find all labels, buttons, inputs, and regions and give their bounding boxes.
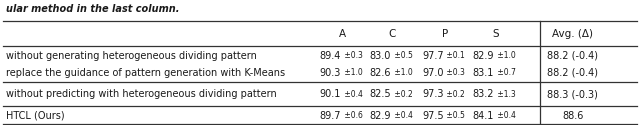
Text: 83.2: 83.2 xyxy=(472,89,494,99)
Text: 82.6: 82.6 xyxy=(369,68,391,78)
Text: 89.7: 89.7 xyxy=(319,111,341,121)
Text: ±0.5: ±0.5 xyxy=(392,51,413,60)
Text: 82.9: 82.9 xyxy=(472,51,494,61)
Text: 88.6: 88.6 xyxy=(562,111,584,121)
Text: ±1.0: ±1.0 xyxy=(392,68,412,77)
Text: 88.2 (-0.4): 88.2 (-0.4) xyxy=(547,68,598,78)
Text: 90.3: 90.3 xyxy=(320,68,341,78)
Text: ±1.3: ±1.3 xyxy=(495,90,515,99)
Text: ±0.2: ±0.2 xyxy=(392,90,412,99)
Text: replace the guidance of pattern generation with K-Means: replace the guidance of pattern generati… xyxy=(6,68,285,78)
Text: 82.9: 82.9 xyxy=(369,111,391,121)
Text: C: C xyxy=(388,29,396,39)
Text: 97.3: 97.3 xyxy=(422,89,444,99)
Text: 84.1: 84.1 xyxy=(473,111,494,121)
Text: 97.0: 97.0 xyxy=(422,68,444,78)
Text: 97.7: 97.7 xyxy=(422,51,444,61)
Text: 82.5: 82.5 xyxy=(369,89,391,99)
Text: 88.3 (-0.3): 88.3 (-0.3) xyxy=(547,89,598,99)
Text: ±0.5: ±0.5 xyxy=(444,111,465,120)
Text: ±0.4: ±0.4 xyxy=(495,111,516,120)
Text: ±0.6: ±0.6 xyxy=(342,111,363,120)
Text: HTCL (Ours): HTCL (Ours) xyxy=(6,111,65,121)
Text: ±1.0: ±1.0 xyxy=(342,68,362,77)
Text: ±0.4: ±0.4 xyxy=(342,90,363,99)
Text: 90.1: 90.1 xyxy=(320,89,341,99)
Text: 88.2 (-0.4): 88.2 (-0.4) xyxy=(547,51,598,61)
Text: ±0.2: ±0.2 xyxy=(444,90,465,99)
Text: ular method in the last column.: ular method in the last column. xyxy=(6,4,180,14)
Text: S: S xyxy=(492,29,499,39)
Text: 83.1: 83.1 xyxy=(473,68,494,78)
Text: Avg. (Δ): Avg. (Δ) xyxy=(552,29,593,39)
Text: P: P xyxy=(442,29,448,39)
Text: ±0.1: ±0.1 xyxy=(444,51,465,60)
Text: A: A xyxy=(339,29,346,39)
Text: ±0.7: ±0.7 xyxy=(495,68,516,77)
Text: 97.5: 97.5 xyxy=(422,111,444,121)
Text: ±0.3: ±0.3 xyxy=(444,68,465,77)
Text: ±0.4: ±0.4 xyxy=(392,111,413,120)
Text: ±1.0: ±1.0 xyxy=(495,51,515,60)
Text: 83.0: 83.0 xyxy=(370,51,391,61)
Text: 89.4: 89.4 xyxy=(320,51,341,61)
Text: without predicting with heterogeneous dividing pattern: without predicting with heterogeneous di… xyxy=(6,89,277,99)
Text: without generating heterogeneous dividing pattern: without generating heterogeneous dividin… xyxy=(6,51,257,61)
Text: ±0.3: ±0.3 xyxy=(342,51,363,60)
